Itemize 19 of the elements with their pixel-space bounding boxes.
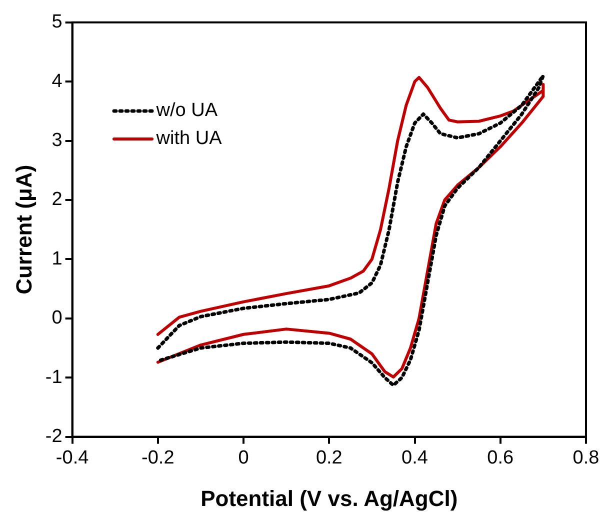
x-tick-label: 0.4 <box>402 447 428 468</box>
x-tick-label: 0.8 <box>572 447 600 468</box>
x-tick-label: 0.2 <box>316 447 342 468</box>
y-tick-label: 3 <box>52 130 62 152</box>
x-tick-label: 0 <box>238 447 249 468</box>
x-tick-label: -0.2 <box>142 447 174 468</box>
legend-label: with UA <box>156 128 222 150</box>
legend-label: w/o UA <box>156 100 218 122</box>
y-tick-label: -1 <box>45 366 62 388</box>
y-axis-title: Current (μA) <box>11 164 36 294</box>
x-tick-label: 0.6 <box>487 447 514 468</box>
x-axis-title: Potential (V vs. Ag/AgCl) <box>200 486 458 511</box>
y-tick-label: 2 <box>52 189 62 210</box>
y-tick-label: 1 <box>52 248 62 270</box>
x-tick-label: -0.4 <box>56 447 90 468</box>
y-tick-label: 0 <box>52 308 62 329</box>
y-tick-label: 4 <box>52 70 63 92</box>
y-tick-label: 5 <box>52 12 62 33</box>
y-tick-label: -2 <box>45 426 62 448</box>
